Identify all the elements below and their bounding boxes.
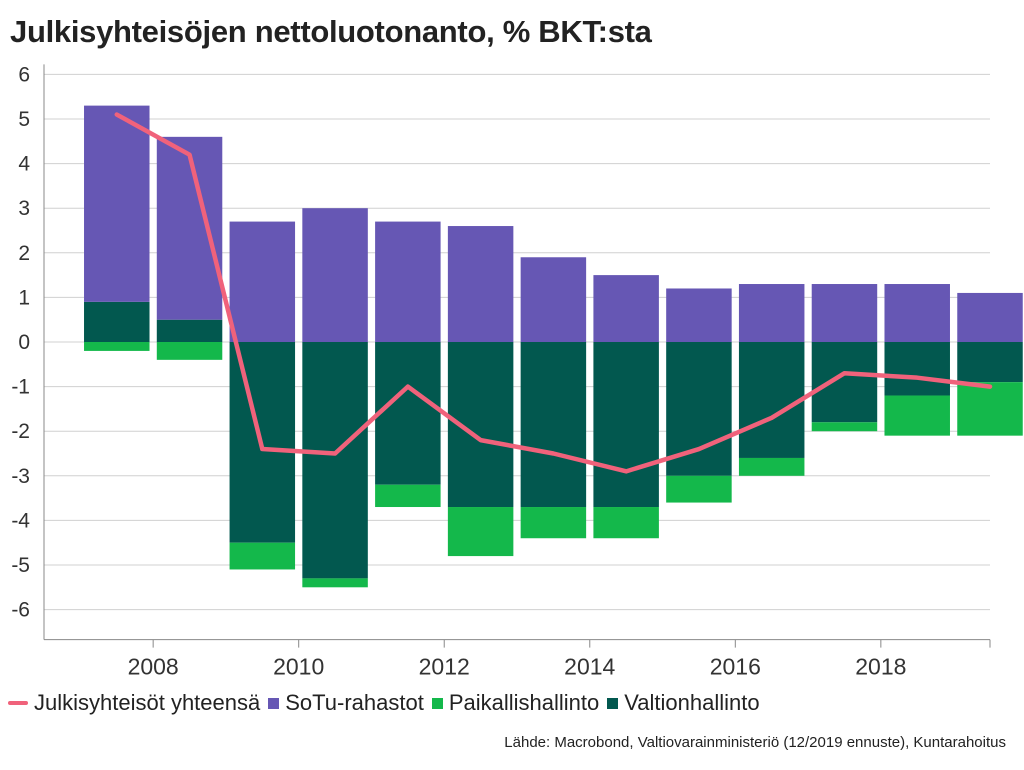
x-tick-label: 2018 <box>855 654 906 680</box>
bar-paikallishallinto <box>666 475 732 503</box>
x-tick-label: 2012 <box>419 654 470 680</box>
y-tick-label: 1 <box>18 286 30 309</box>
bar-sotu-rahastot <box>811 284 878 342</box>
y-tick-label: -3 <box>11 465 30 488</box>
legend-label-total: Julkisyhteisöt yhteensä <box>34 690 261 715</box>
y-tick-label: -5 <box>11 554 30 577</box>
legend-swatch-local <box>431 697 443 709</box>
legend-swatch-sotu <box>268 697 280 709</box>
bar-sotu-rahastot <box>957 292 1023 342</box>
bar-paikallishallinto <box>84 342 150 351</box>
bar-sotu-rahastot <box>156 136 223 320</box>
y-tick-label: 0 <box>18 331 30 354</box>
legend-swatch-total <box>8 701 28 705</box>
bar-valtionhallinto <box>593 342 659 508</box>
bar-sotu-rahastot <box>593 275 659 342</box>
bar-valtionhallinto <box>738 342 805 458</box>
y-tick-label: -6 <box>11 599 30 622</box>
bar-sotu-rahastot <box>84 105 150 302</box>
legend-label-local: Paikallishallinto <box>448 690 600 715</box>
x-tick-label: 2010 <box>273 654 324 680</box>
x-tick-label: 2016 <box>710 654 761 680</box>
legend-swatch-central <box>607 697 619 709</box>
y-tick-label: -1 <box>11 376 30 399</box>
y-tick-label: 6 <box>18 63 30 86</box>
bar-paikallishallinto <box>884 395 950 436</box>
legend-item-sotu: SoTu-rahastot <box>268 690 424 716</box>
bar-valtionhallinto <box>957 342 1023 383</box>
bar-paikallishallinto <box>375 484 441 508</box>
legend-item-total: Julkisyhteisöt yhteensä <box>8 690 260 716</box>
bar-sotu-rahastot <box>520 257 587 342</box>
bar-sotu-rahastot <box>229 221 296 342</box>
chart-title: Julkisyhteisöjen nettoluotonanto, % BKT:… <box>10 14 652 49</box>
bar-sotu-rahastot <box>447 226 514 342</box>
bar-valtionhallinto <box>156 319 223 342</box>
bar-paikallishallinto <box>447 507 514 557</box>
y-tick-label: -2 <box>11 420 30 443</box>
bar-sotu-rahastot <box>884 284 950 342</box>
bar-paikallishallinto <box>520 507 587 539</box>
y-tick-label: 5 <box>18 108 30 131</box>
legend-item-local: Paikallishallinto <box>431 690 600 716</box>
bar-paikallishallinto <box>811 422 878 432</box>
y-tick-label: -4 <box>11 509 30 532</box>
bar-valtionhallinto <box>84 301 150 342</box>
bar-valtionhallinto <box>375 342 441 485</box>
bar-paikallishallinto <box>738 457 805 476</box>
bar-paikallishallinto <box>957 382 1023 436</box>
legend-label-sotu: SoTu-rahastot <box>285 690 424 715</box>
bar-sotu-rahastot <box>302 208 368 342</box>
source-note: Lähde: Macrobond, Valtiovarainministeriö… <box>504 734 1006 751</box>
bar-sotu-rahastot <box>666 288 732 342</box>
bar-valtionhallinto <box>884 342 950 396</box>
bar-paikallishallinto <box>229 542 296 570</box>
legend: Julkisyhteisöt yhteensä SoTu-rahastot Pa… <box>8 690 768 716</box>
legend-label-central: Valtionhallinto <box>624 690 760 715</box>
x-tick-label: 2014 <box>564 654 615 680</box>
chart-area: 6 5 4 3 2 1 0 -1 -2 -3 -4 -5 -6 2008 2010 2012 2014 2016 2… <box>11 63 1023 680</box>
y-tick-label: 2 <box>18 242 30 265</box>
bar-valtionhallinto <box>302 342 368 579</box>
bar-paikallishallinto <box>593 507 659 539</box>
y-tick-label: 4 <box>18 153 30 176</box>
bar-sotu-rahastot <box>738 284 805 342</box>
bar-sotu-rahastot <box>375 221 441 342</box>
bar-paikallishallinto <box>302 578 368 588</box>
bar-paikallishallinto <box>156 342 223 360</box>
bar-valtionhallinto <box>811 342 878 423</box>
bar-valtionhallinto <box>520 342 587 508</box>
legend-item-central: Valtionhallinto <box>607 690 760 716</box>
y-tick-label: 3 <box>18 197 30 220</box>
x-tick-label: 2008 <box>128 654 179 680</box>
